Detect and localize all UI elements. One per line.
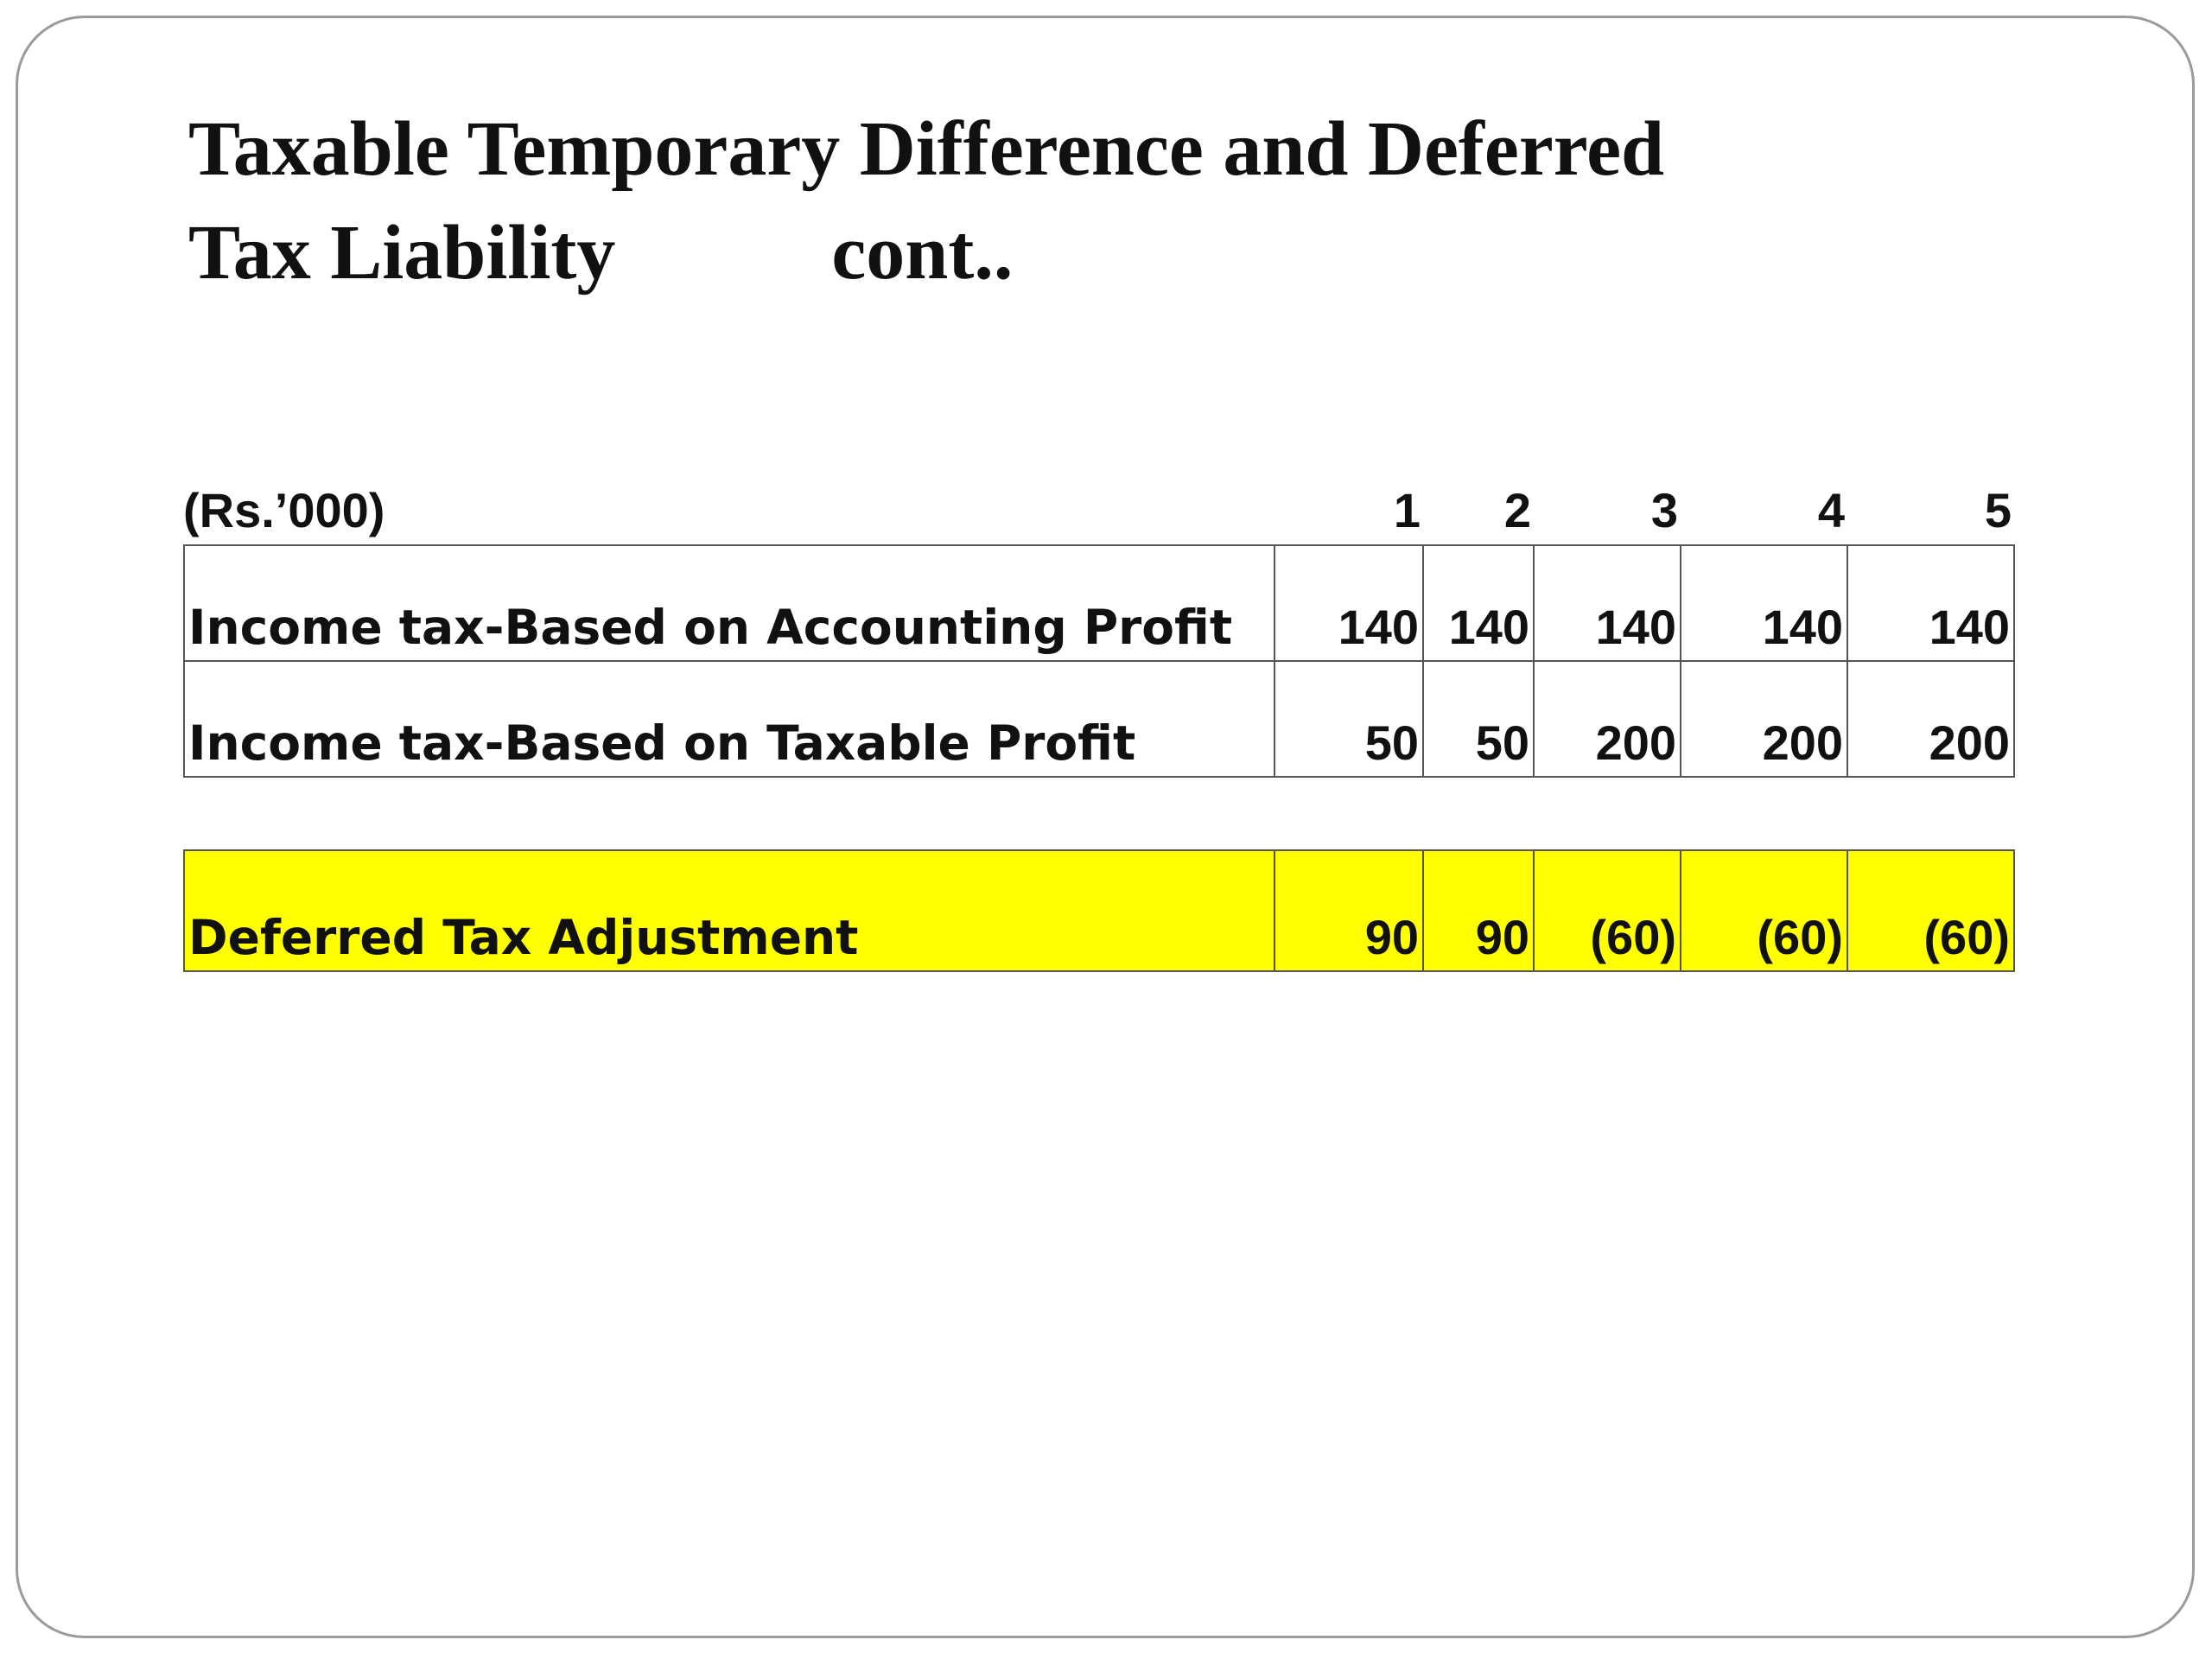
tax-comparison-table: Income tax-Based on Accounting Profit 14… xyxy=(183,544,2015,778)
title-line-2: Tax Liability cont.. xyxy=(188,201,1664,305)
table-cell: (60) xyxy=(1680,849,1848,972)
table-cell: 140 xyxy=(1533,544,1681,662)
table-row: Income tax-Based on Taxable Profit 50 50… xyxy=(183,660,2015,778)
table-cell: 200 xyxy=(1533,660,1681,778)
title-line-1: Taxable Temporary Difference and Deferre… xyxy=(188,106,1665,192)
units-label: (Rs.’000) xyxy=(183,483,385,537)
table-cell: 140 xyxy=(1274,544,1424,662)
table-cell: 50 xyxy=(1422,660,1535,778)
table-cell: 200 xyxy=(1680,660,1848,778)
title-main: Tax Liability xyxy=(188,210,616,296)
table-header-row: (Rs.’000) 1 2 3 4 5 xyxy=(183,478,2013,547)
column-header-4: 4 xyxy=(1817,483,1845,537)
row-label-taxable-profit: Income tax-Based on Taxable Profit xyxy=(183,660,1275,778)
deferred-tax-adjustment-table: Deferred Tax Adjustment 90 90 (60) (60) … xyxy=(183,849,2015,972)
row-label-deferred-tax-adjustment: Deferred Tax Adjustment xyxy=(183,849,1275,972)
column-header-1: 1 xyxy=(1393,483,1421,537)
slide-frame: Taxable Temporary Difference and Deferre… xyxy=(16,16,2195,1638)
table-cell: 90 xyxy=(1274,849,1424,972)
table-cell: (60) xyxy=(1847,849,2015,972)
column-header-2: 2 xyxy=(1503,483,1531,537)
slide-title: Taxable Temporary Difference and Deferre… xyxy=(188,98,1664,305)
table-row: Income tax-Based on Accounting Profit 14… xyxy=(183,544,2015,662)
table-cell: 140 xyxy=(1847,544,2015,662)
table-cell: (60) xyxy=(1533,849,1681,972)
row-label-accounting-profit: Income tax-Based on Accounting Profit xyxy=(183,544,1275,662)
table-row-highlighted: Deferred Tax Adjustment 90 90 (60) (60) … xyxy=(183,849,2015,972)
table-cell: 90 xyxy=(1422,849,1535,972)
table-cell: 200 xyxy=(1847,660,2015,778)
table-cell: 50 xyxy=(1274,660,1424,778)
table-cell: 140 xyxy=(1680,544,1848,662)
column-header-3: 3 xyxy=(1650,483,1678,537)
title-suffix: cont.. xyxy=(831,210,1014,296)
table-cell: 140 xyxy=(1422,544,1535,662)
column-header-5: 5 xyxy=(1984,483,2012,537)
